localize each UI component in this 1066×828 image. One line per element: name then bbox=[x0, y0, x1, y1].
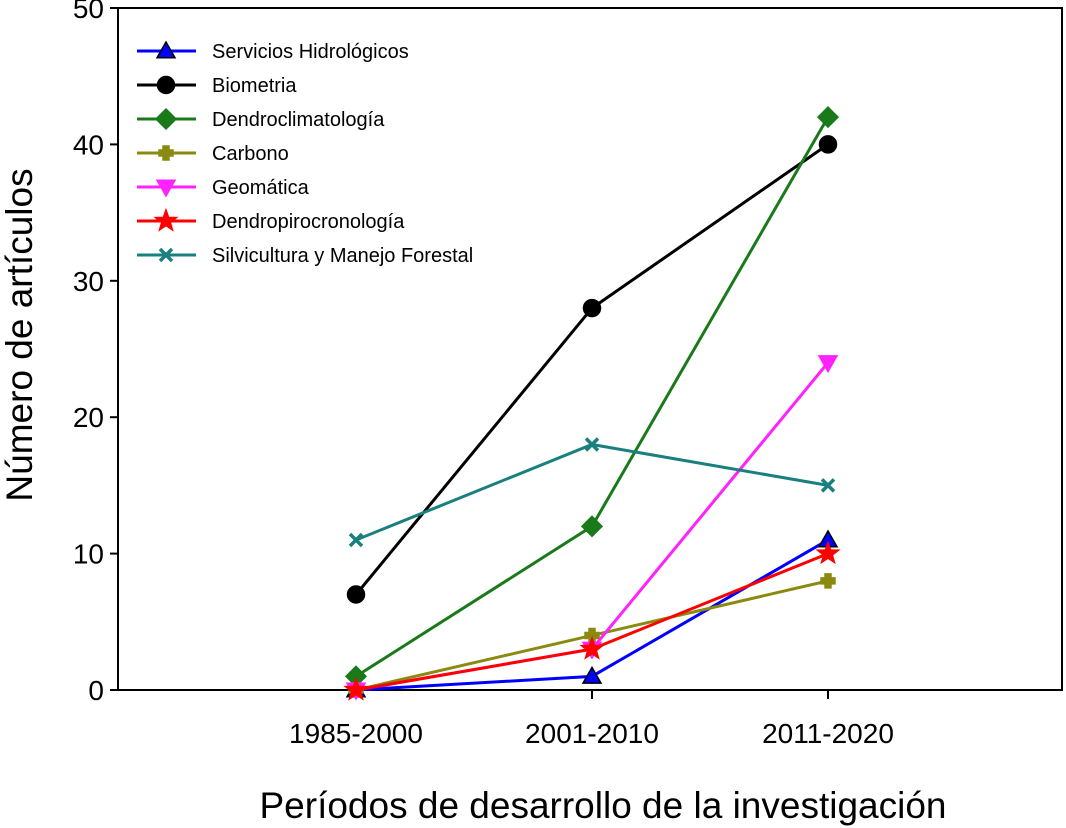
legend-entry: Carbono bbox=[137, 143, 289, 165]
triangle-up-marker bbox=[155, 40, 177, 59]
legend-entry: Silvicultura y Manejo Forestal bbox=[137, 245, 473, 267]
plus-marker bbox=[820, 573, 836, 589]
x-axis-label: Períodos de desarrollo de la investigaci… bbox=[260, 785, 947, 826]
diamond-marker bbox=[580, 515, 604, 538]
plot-frame bbox=[117, 7, 1063, 691]
y-tick-label: 40 bbox=[73, 129, 104, 160]
legend-label: Servicios Hidrológicos bbox=[212, 41, 409, 63]
x-marker bbox=[584, 437, 600, 452]
circle-marker bbox=[156, 75, 176, 95]
legend-label: Silvicultura y Manejo Forestal bbox=[212, 245, 473, 267]
star-marker bbox=[343, 676, 369, 701]
legend-label: Carbono bbox=[212, 143, 289, 165]
triangle-up-marker bbox=[581, 665, 603, 684]
legend-entry: Geomática bbox=[137, 177, 310, 199]
circle-marker bbox=[582, 298, 602, 318]
legend-entry: Dendroclimatología bbox=[137, 107, 385, 131]
legend-label: Biometria bbox=[212, 75, 297, 97]
x-marker bbox=[820, 478, 836, 493]
circle-marker bbox=[818, 135, 838, 154]
circle-marker bbox=[346, 585, 366, 604]
x-marker bbox=[348, 532, 364, 548]
x-tick-label: 1985-2000 bbox=[289, 718, 423, 749]
star-marker bbox=[153, 207, 179, 232]
y-tick-label: 30 bbox=[73, 266, 104, 297]
series-biometria bbox=[346, 135, 838, 604]
series-silvicultura-y-manejo-forestal bbox=[348, 437, 836, 548]
plus-marker bbox=[158, 145, 174, 161]
triangle-down-marker bbox=[155, 179, 177, 198]
star-marker bbox=[579, 635, 605, 660]
legend-label: Dendroclimatología bbox=[212, 109, 385, 131]
diamond-marker bbox=[816, 106, 840, 129]
star-marker bbox=[815, 540, 841, 565]
legend-entry: Servicios Hidrológicos bbox=[137, 40, 409, 63]
triangle-down-marker bbox=[817, 355, 839, 374]
diamond-marker bbox=[154, 107, 178, 131]
x-tick-label: 2011-2020 bbox=[762, 718, 894, 749]
y-tick-label: 0 bbox=[88, 675, 104, 706]
x-tick-label: 2001-2010 bbox=[525, 718, 659, 749]
series-line bbox=[355, 116, 830, 678]
legend-entry: Dendropirocronología bbox=[137, 207, 405, 233]
y-tick-label: 20 bbox=[73, 402, 104, 433]
legend-label: Geomática bbox=[212, 177, 310, 199]
series-dendropirocronolog-a bbox=[343, 540, 841, 701]
legend-entry: Biometria bbox=[137, 75, 297, 97]
y-tick-label: 50 bbox=[73, 0, 104, 24]
legend-label: Dendropirocronología bbox=[212, 211, 405, 233]
x-marker bbox=[158, 247, 174, 263]
series-servicios-hidrol-gicos bbox=[345, 529, 839, 698]
y-tick-label: 10 bbox=[73, 539, 104, 570]
y-axis-label: Número de artículos bbox=[0, 168, 40, 501]
series-dendroclimatolog-a bbox=[344, 106, 840, 688]
